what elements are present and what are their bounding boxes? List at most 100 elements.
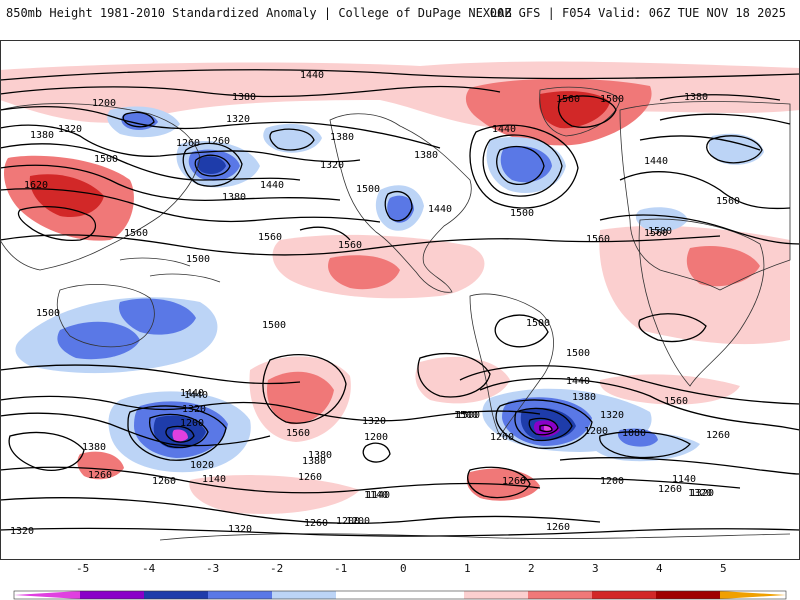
height-contours [0, 69, 800, 537]
contour-line [459, 365, 800, 405]
colorbar-swatch [272, 591, 336, 599]
anomaly-negative-region [172, 429, 188, 442]
anomaly-positive-region [599, 374, 740, 405]
colorbar-swatch [656, 591, 720, 599]
contour-label: 1380 [308, 450, 332, 461]
contour-label: 1320 [58, 124, 82, 135]
anomaly-positive-region [686, 246, 760, 287]
colorbar-arrow-left [14, 591, 80, 599]
contour-label-group: 1440 1380 1200 1320 1380 1320 1260 1500 … [10, 70, 740, 537]
contour-line [194, 154, 231, 177]
contour-line [269, 128, 315, 151]
colorbar-swatch [144, 591, 208, 599]
contour-label: 1140 [366, 490, 390, 501]
contour-label: 1560 [556, 94, 580, 105]
contour-label: 1200 [600, 476, 624, 487]
contour-line [0, 364, 301, 385]
colorbar-border [13, 590, 787, 600]
contour-label: 1560 [644, 228, 668, 239]
contour-line [706, 135, 763, 164]
contour-label: 1260 [206, 136, 230, 147]
contour-label: 1440 [492, 124, 516, 135]
colorbar-swatches [13, 590, 787, 600]
colorbar-swatch [208, 591, 272, 599]
contour-label: 1500 [454, 410, 478, 421]
contour-label: 1140 [364, 490, 388, 501]
contour-line [482, 134, 563, 197]
contour-line [559, 456, 800, 475]
anomaly-positive-region [538, 91, 610, 129]
colorbar-tick-label: -2 [270, 562, 283, 575]
colorbar-swatch [464, 591, 528, 599]
colorbar-tick-label: 0 [400, 562, 407, 575]
colorbar-ticks: -5 -4 -3 -2 -1 0 1 2 3 4 5 [76, 562, 727, 575]
contour-label: 1200 [346, 516, 370, 527]
colorbar-swatch [80, 591, 144, 599]
contour-line [495, 399, 593, 449]
contour-label: 1560 [716, 196, 740, 207]
contour-line [148, 413, 209, 449]
contour-line [599, 214, 800, 245]
africa-outline [638, 218, 765, 387]
contour-label: 1560 [258, 232, 282, 243]
contour-line [494, 314, 549, 348]
contour-line [514, 407, 573, 442]
title-bar: 850mb Height 1981-2010 Standardized Anom… [0, 0, 800, 40]
anomaly-negative-region [118, 298, 196, 335]
anomaly-positive-region [266, 371, 334, 425]
contour-line [659, 113, 791, 125]
contour-line [638, 313, 707, 343]
contour-label: 1200 [180, 418, 204, 429]
colorbar-swatch [592, 591, 656, 599]
anomaly-negative-region [197, 156, 226, 174]
contour-label: 1380 [232, 92, 256, 103]
contour-line [619, 171, 791, 210]
colorbar-tick-label: 3 [592, 562, 599, 575]
contour-label: 1380 [30, 130, 54, 141]
colorbar-tick-label: -3 [206, 562, 219, 575]
contour-label: 1380 [302, 456, 326, 467]
contour-label: 1500 [186, 254, 210, 265]
contour-line [0, 497, 601, 525]
contour-label: 1140 [202, 474, 226, 485]
contour-line [0, 105, 441, 149]
contour-label: 1320 [690, 488, 714, 499]
contour-label: 1440 [300, 70, 324, 81]
chart-title: 850mb Height 1981-2010 Standardized Anom… [6, 6, 512, 20]
contour-line [479, 377, 800, 431]
contour-label: 1560 [338, 240, 362, 251]
contour-line [0, 412, 271, 447]
contour-label: 1500 [36, 308, 60, 319]
contour-line [528, 417, 559, 436]
contour-label: 1380 [414, 150, 438, 161]
contour-line [262, 353, 347, 424]
contour-label: 1620 [24, 180, 48, 191]
contour-label: 1260 [152, 476, 176, 487]
contour-label: 1320 [182, 404, 206, 415]
eurasia-outline [619, 101, 791, 291]
contour-label: 1260 [298, 472, 322, 483]
contour-line [0, 164, 341, 201]
contour-label: 1440 [644, 156, 668, 167]
contour-line [0, 188, 381, 223]
contour-label: 1200 [364, 432, 388, 443]
contour-label: 1140 [672, 474, 696, 485]
contour-label: 1260 [546, 522, 570, 533]
contour-label: 1560 [664, 396, 688, 407]
contour-label: 1560 [286, 428, 310, 439]
contour-label: 1260 [502, 476, 526, 487]
colorbar-tick-label: 4 [656, 562, 663, 575]
contour-label: 1200 [92, 98, 116, 109]
colorbar-tick-label: -4 [142, 562, 156, 575]
contour-label: 1320 [362, 416, 386, 427]
contour-label: 1500 [648, 226, 672, 237]
anomaly-positive-region [77, 451, 124, 480]
contour-label: 1200 [584, 426, 608, 437]
contour-line [122, 111, 155, 128]
contour-line [0, 395, 541, 422]
colorbar-arrow-right [720, 591, 786, 599]
anomaly-negative-region [57, 321, 140, 360]
contour-label: 1440 [566, 376, 590, 387]
contour-line [599, 431, 691, 459]
indonesia-outline [119, 257, 221, 283]
